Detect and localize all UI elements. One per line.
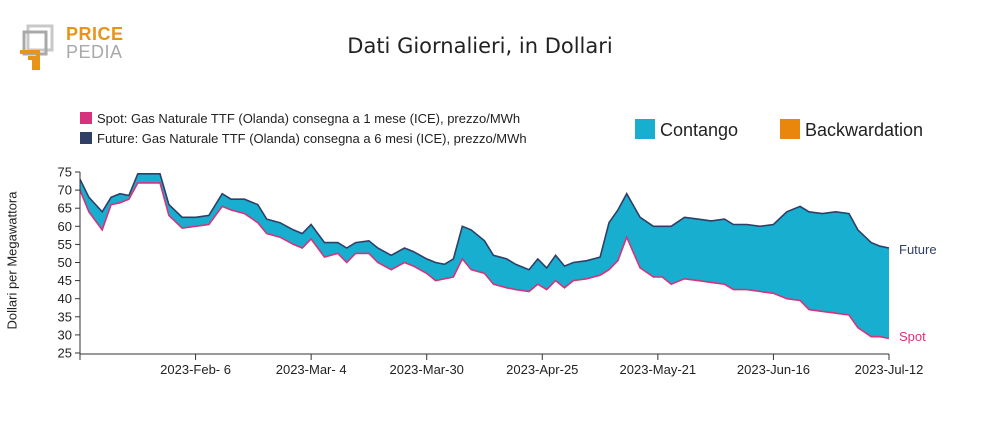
legend-item-future: Future: Gas Naturale TTF (Olanda) conseg… xyxy=(80,131,527,146)
logo-word-pedia: PEDIA xyxy=(66,42,123,62)
y-tick-label: 50 xyxy=(58,255,72,270)
end-label-layer: Future Spot xyxy=(899,242,937,344)
x-tick-label: 2023-Feb- 6 xyxy=(160,362,231,377)
contango-area xyxy=(80,173,889,339)
legend-swatch-contango xyxy=(635,119,655,139)
chart-title: Dati Giornalieri, in Dollari xyxy=(347,34,613,58)
x-tick-label: 2023-Apr-25 xyxy=(506,362,578,377)
legend-swatch-spot xyxy=(80,112,92,124)
legend-label-spot: Spot: Gas Naturale TTF (Olanda) consegna… xyxy=(97,111,521,126)
logo-mark-icon xyxy=(20,24,54,70)
y-tick-label: 40 xyxy=(58,291,72,306)
y-tick-label: 30 xyxy=(58,327,72,342)
legend-label-contango: Contango xyxy=(660,120,739,140)
spot-line xyxy=(79,182,890,340)
legend-label-backwardation: Backwardation xyxy=(805,120,924,140)
future-line xyxy=(79,173,890,271)
pricepedia-logo: PRICE PEDIA xyxy=(18,24,138,72)
line-layer xyxy=(79,173,890,340)
end-label-spot: Spot xyxy=(899,329,926,344)
legend-swatch-backwardation xyxy=(780,119,800,139)
y-tick-label: 70 xyxy=(58,183,72,198)
y-tick-label: 75 xyxy=(58,165,72,180)
logo-word-price: PRICE xyxy=(66,24,124,44)
y-tick-label: 55 xyxy=(58,237,72,252)
x-tick-label: 2023-Jun-16 xyxy=(737,362,810,377)
y-tick-label: 35 xyxy=(58,309,72,324)
x-tick-label: 2023-Mar-30 xyxy=(389,362,463,377)
y-tick-label: 65 xyxy=(58,201,72,216)
y-tick-label: 25 xyxy=(58,346,72,361)
area-layer xyxy=(80,173,889,339)
legend-item-contango: Contango xyxy=(635,119,738,141)
axes-layer: 25 30 35 40 45 50 55 60 65 70 75 2023-Feb- 6 2023-Ma… xyxy=(58,165,924,378)
legend-swatch-future xyxy=(80,132,92,144)
end-label-future: Future xyxy=(899,242,937,257)
x-tick-label: 2023-May-21 xyxy=(620,362,697,377)
legend-item-spot: Spot: Gas Naturale TTF (Olanda) consegna… xyxy=(80,111,520,126)
x-tick-label: 2023-Jul-12 xyxy=(855,362,924,377)
legend-item-backwardation: Backwardation xyxy=(780,119,923,141)
x-tick-label: 2023-Mar- 4 xyxy=(276,362,347,377)
y-tick-label: 45 xyxy=(58,273,72,288)
legend-label-future: Future: Gas Naturale TTF (Olanda) conseg… xyxy=(97,131,527,146)
y-tick-label: 60 xyxy=(58,219,72,234)
